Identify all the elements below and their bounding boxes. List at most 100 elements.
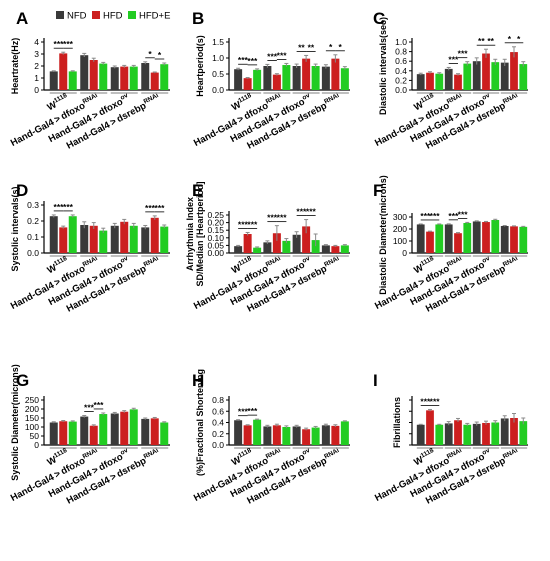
panel-letter: B xyxy=(192,9,204,28)
significance-label: *** xyxy=(145,203,156,213)
y-tick-label: 300 xyxy=(393,212,407,222)
bar-HFD-2 xyxy=(89,60,98,90)
significance-label: *** xyxy=(430,211,441,221)
y-tick-label: 0.6 xyxy=(212,406,224,416)
bar-HFD+E-1 xyxy=(253,419,262,445)
chart-panel-H: H 0.00.20.4 0.60.8 (%)Fractional Shortening… xyxy=(192,369,350,507)
y-tick-label: 0.2 xyxy=(395,75,407,85)
y-axis-label: Heartrate(Hz) xyxy=(10,38,20,95)
bar-HFD+E-1 xyxy=(435,73,444,90)
significance-label: * xyxy=(338,42,342,52)
y-tick-label: 0.0 xyxy=(212,85,224,95)
y-axis-label: (%)Fractional Shortening xyxy=(195,369,205,476)
bar-NFD-1 xyxy=(49,422,58,445)
y-tick-label: 4 xyxy=(34,37,39,47)
y-tick-label: 250 xyxy=(25,395,39,405)
bar-NFD-2 xyxy=(444,224,453,253)
significance-label: *** xyxy=(306,207,317,217)
significance-label: ** xyxy=(308,42,315,52)
bar-NFD-4 xyxy=(321,425,330,445)
significance-label: *** xyxy=(420,211,431,221)
y-tick-label: 0.15 xyxy=(207,225,224,235)
significance-label: *** xyxy=(54,39,65,49)
significance-label: * xyxy=(329,42,333,52)
significance-label: *** xyxy=(267,51,278,61)
significance-label: *** xyxy=(155,203,166,213)
bar-NFD-4 xyxy=(141,63,150,90)
panel-letter: G xyxy=(16,371,29,390)
y-tick-label: 0.25 xyxy=(207,210,224,220)
y-tick-label: 0.4 xyxy=(212,418,224,428)
panel-letter: C xyxy=(373,9,385,28)
bar-NFD-2 xyxy=(263,426,272,445)
bar-NFD-4 xyxy=(321,66,330,90)
bar-NFD-2 xyxy=(263,242,272,253)
bar-NFD-2 xyxy=(444,423,453,445)
bar-HFD+E-1 xyxy=(68,71,77,90)
y-axis-label: Fibrillations xyxy=(392,397,402,448)
y-axis-label: Diastolic intervals(sec) xyxy=(378,17,388,115)
y-tick-label: 0.6 xyxy=(395,56,407,66)
bar-NFD-4 xyxy=(141,418,150,445)
bar-HFD-2 xyxy=(454,420,462,445)
bar-HFD-3 xyxy=(482,422,490,445)
bar-HFD-4 xyxy=(510,418,518,445)
y-tick-label: 0.2 xyxy=(212,429,224,439)
y-tick-label: 0.2 xyxy=(27,216,39,226)
legend-swatch-HFD xyxy=(92,11,100,19)
bar-HFD-2 xyxy=(89,425,98,445)
bar-HFD-1 xyxy=(426,231,434,253)
bar-HFD-4 xyxy=(331,246,340,253)
y-tick-label: 0 xyxy=(402,248,407,258)
significance-label: *** xyxy=(84,402,95,412)
chart-panel-C: C 0.00.20.40.60.81.0 Diastolic intervals(s… xyxy=(373,9,528,152)
bar-HFD+E-4 xyxy=(340,245,349,253)
significance-label: *** xyxy=(267,213,278,223)
bar-HFD-3 xyxy=(302,58,311,90)
legend-label-HFD: HFD xyxy=(103,11,123,22)
bar-HFD-3 xyxy=(120,66,129,90)
bar-HFD-1 xyxy=(59,227,68,253)
significance-label: * xyxy=(508,34,512,44)
bar-HFD+E-2 xyxy=(99,230,108,253)
y-tick-label: 1.5 xyxy=(212,37,224,47)
significance-label: ** xyxy=(487,36,494,46)
panel-letter: D xyxy=(16,181,28,200)
y-axis-label: Diastolic Diameter(microns) xyxy=(378,175,388,295)
y-tick-label: 0.1 xyxy=(27,232,39,242)
y-tick-label: 100 xyxy=(393,236,407,246)
legend-label-HFD+E: HFD+E xyxy=(139,11,170,22)
bar-NFD-4 xyxy=(500,62,509,90)
y-tick-label: 2 xyxy=(34,61,39,71)
bar-HFD-3 xyxy=(482,222,490,253)
significance-label: * xyxy=(148,49,152,59)
bar-NFD-4 xyxy=(500,226,509,253)
bar-NFD-1 xyxy=(49,216,58,253)
y-axis-label: Systolic intervals(s) xyxy=(10,186,20,271)
bar-HFD+E-2 xyxy=(99,414,108,445)
bar-NFD-1 xyxy=(234,420,243,445)
y-tick-label: 0.0 xyxy=(27,248,39,258)
y-axis-label: SD/Median [Heartperiod] xyxy=(195,181,205,286)
bar-NFD-3 xyxy=(292,234,301,253)
bar-HFD-1 xyxy=(59,53,68,90)
bar-HFD+E-4 xyxy=(340,68,349,90)
significance-label: *** xyxy=(430,396,441,406)
bar-NFD-3 xyxy=(110,225,119,253)
y-axis-label: Heartperiod(s) xyxy=(195,35,205,97)
bar-HFD-2 xyxy=(272,425,281,445)
y-tick-label: 1.0 xyxy=(212,53,224,63)
significance-label: *** xyxy=(247,219,258,229)
y-tick-label: 200 xyxy=(25,404,39,414)
bar-HFD+E-3 xyxy=(491,422,500,445)
significance-label: ** xyxy=(298,42,305,52)
bar-HFD-4 xyxy=(331,58,340,90)
bar-HFD+E-2 xyxy=(99,63,108,90)
panel-letter: E xyxy=(192,181,203,200)
bar-NFD-3 xyxy=(292,426,301,445)
bar-HFD-1 xyxy=(59,421,68,445)
bar-HFD-3 xyxy=(302,429,311,445)
significance-label: * xyxy=(517,34,521,44)
